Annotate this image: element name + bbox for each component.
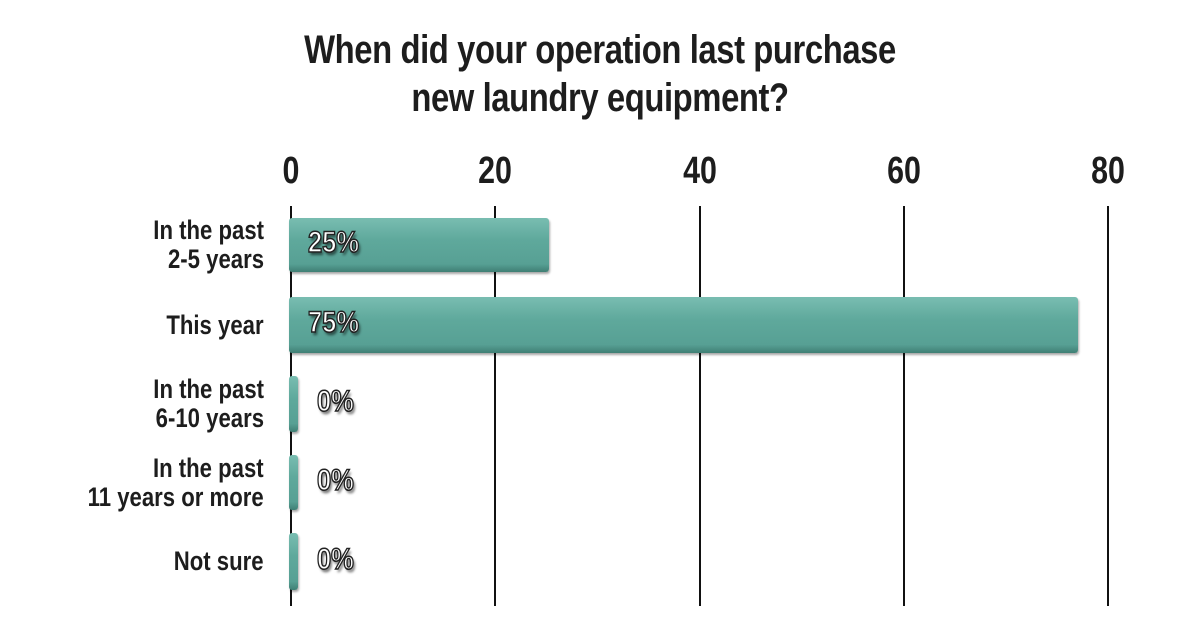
bar [289,218,549,272]
chart-title: When did your operation last purchase ne… [108,26,1092,122]
gridline [1107,206,1109,606]
bar [289,376,298,432]
gridline [494,206,497,606]
bar-value-label: 0% [316,384,354,419]
x-tick-label: 80 [1091,150,1125,192]
category-label-line: This year [166,309,264,340]
category-label: In the past 2-5 years [153,216,264,274]
category-label-line: In the past [153,452,264,483]
category-label: Not sure [174,547,264,576]
category-label-line: Not sure [174,546,264,576]
category-label-line: 11 years or more [87,481,264,512]
bar-value-label: 0% [316,542,354,577]
category-label: In the past 11 years or more [87,452,264,512]
category-label: In the past 6-10 years [153,375,264,433]
category-label-line: In the past [153,215,264,245]
category-label-line: 2-5 years [167,244,264,274]
chart-title-line-2: new laundry equipment? [411,76,789,120]
bar [289,455,298,510]
bar-value-label: 75% [307,305,360,340]
bar [289,297,1078,353]
x-tick-label: 60 [886,150,921,192]
x-tick-label: 40 [682,150,717,192]
bar-value-label: 25% [307,225,360,260]
gridline [902,206,905,606]
gridline [698,206,701,606]
chart-title-line-1: When did your operation last purchase [304,28,896,72]
category-label-line: In the past [153,374,264,404]
bar-value-label: 0% [316,463,354,498]
bar [289,533,298,590]
category-label: This year [166,309,264,340]
category-label-line: 6-10 years [155,403,264,433]
x-tick-label: 0 [282,150,300,192]
x-tick-label: 20 [478,150,513,192]
